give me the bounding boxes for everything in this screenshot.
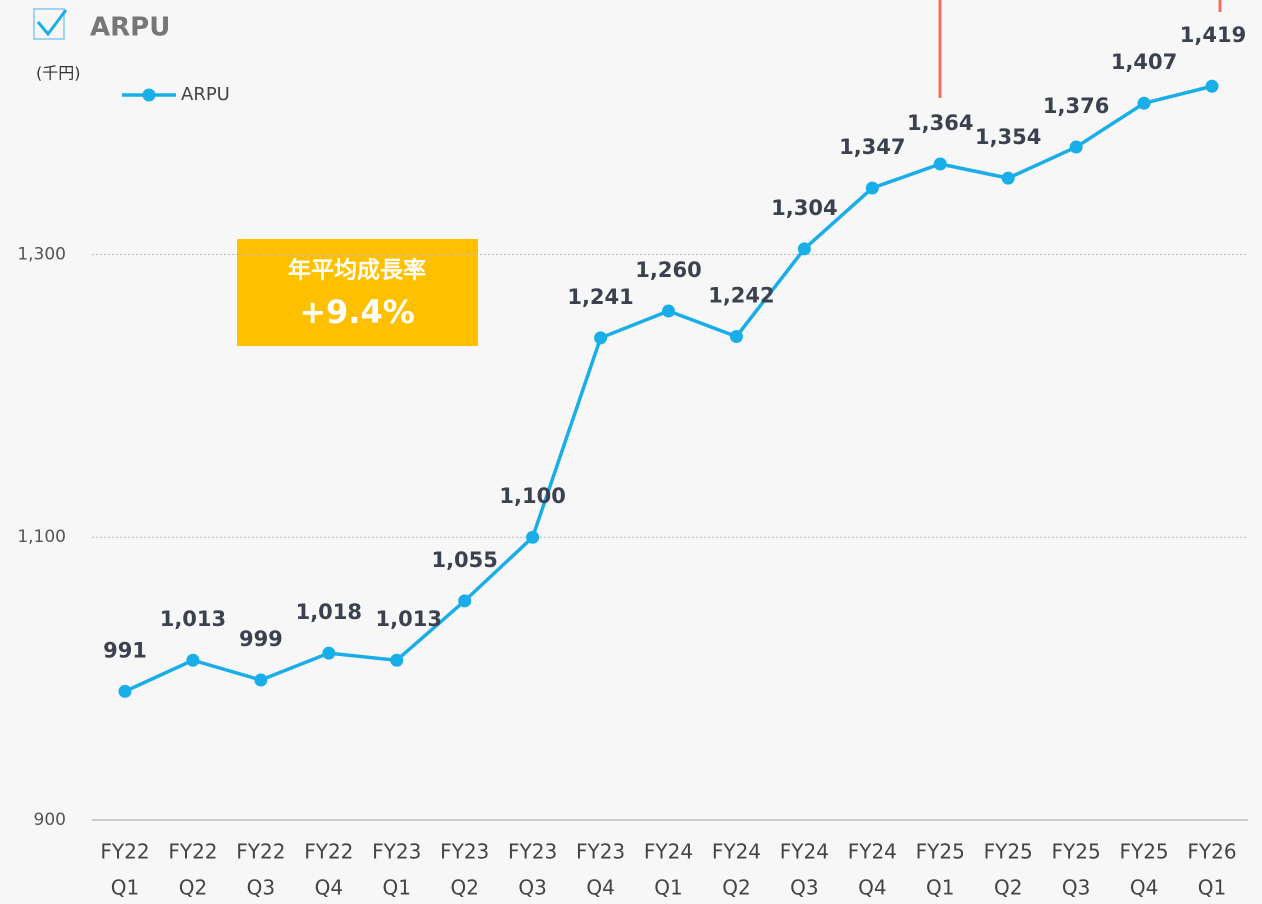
line xyxy=(124,84,1213,693)
x-tick-label: FY23 xyxy=(576,840,625,864)
value-label: 991 xyxy=(103,638,147,662)
x-tick-label: FY22 xyxy=(168,840,217,864)
x-tick-label: Q1 xyxy=(1198,876,1226,900)
y-tick-label: 1,300 xyxy=(17,244,66,264)
value-label: 1,241 xyxy=(567,285,633,309)
value-label: 1,055 xyxy=(431,548,497,572)
point xyxy=(118,684,132,698)
value-label: 1,018 xyxy=(296,600,362,624)
y-axis-label: (千円) xyxy=(36,64,81,83)
value-label: 1,260 xyxy=(635,258,701,282)
x-tick-label: FY24 xyxy=(848,840,897,864)
value-label: 999 xyxy=(239,627,283,651)
x-tick-label: Q4 xyxy=(315,876,343,900)
point xyxy=(458,594,472,608)
value-label: 1,376 xyxy=(1043,94,1109,118)
x-tick-label: Q4 xyxy=(586,876,614,900)
point xyxy=(729,329,743,343)
point xyxy=(254,673,268,687)
x-tick-label: Q1 xyxy=(383,876,411,900)
point xyxy=(1205,79,1219,93)
x-tick-label: FY24 xyxy=(712,840,761,864)
value-label: 1,100 xyxy=(499,484,565,508)
x-tick-label: Q1 xyxy=(654,876,682,900)
x-tick-label: FY22 xyxy=(100,840,149,864)
value-label: 1,347 xyxy=(839,135,905,159)
point xyxy=(933,157,947,171)
x-tick-label: FY25 xyxy=(984,840,1033,864)
x-tick-label: Q4 xyxy=(1130,876,1158,900)
value-label: 1,242 xyxy=(708,283,774,307)
x-tick-label: FY25 xyxy=(1119,840,1168,864)
legend-marker xyxy=(142,88,156,102)
value-label: 1,419 xyxy=(1180,23,1246,47)
x-tick-label: Q1 xyxy=(926,876,954,900)
checkbox-icon xyxy=(33,8,65,40)
point xyxy=(1069,140,1083,154)
x-tick-label: FY22 xyxy=(236,840,285,864)
x-tick-label: FY25 xyxy=(1052,840,1101,864)
x-tick-label: Q4 xyxy=(858,876,886,900)
point xyxy=(797,242,811,256)
check-icon xyxy=(36,9,68,37)
x-tick-label: FY24 xyxy=(644,840,693,864)
value-label: 1,407 xyxy=(1111,50,1177,74)
legend-label: ARPU xyxy=(181,84,230,105)
x-tick-label: FY23 xyxy=(372,840,421,864)
point xyxy=(390,653,404,667)
value-label: 1,013 xyxy=(160,607,226,631)
annotation-title: 年平均成長率 xyxy=(288,257,426,284)
x-tick-label: Q2 xyxy=(179,876,207,900)
annotation-box xyxy=(237,239,478,346)
point xyxy=(594,331,608,345)
x-tick-label: Q3 xyxy=(1062,876,1090,900)
point xyxy=(662,304,675,318)
annotation-value: +9.4% xyxy=(299,293,415,331)
y-tick-label: 1,100 xyxy=(17,527,66,547)
x-tick-label: Q3 xyxy=(518,876,546,900)
value-label: 1,013 xyxy=(376,607,442,631)
x-tick-label: FY25 xyxy=(916,840,965,864)
x-tick-label: FY23 xyxy=(508,840,557,864)
value-label: 1,304 xyxy=(771,196,837,220)
value-label: 1,364 xyxy=(907,111,973,135)
x-tick-label: FY23 xyxy=(440,840,489,864)
point xyxy=(526,530,540,544)
x-tick-label: FY24 xyxy=(780,840,829,864)
value-label: 1,354 xyxy=(975,125,1041,149)
point xyxy=(1137,96,1151,110)
x-tick-label: FY26 xyxy=(1187,840,1236,864)
x-tick-label: Q3 xyxy=(790,876,818,900)
y-tick-label: 900 xyxy=(34,810,66,830)
x-tick-label: Q2 xyxy=(450,876,478,900)
x-tick-label: Q1 xyxy=(111,876,139,900)
point xyxy=(322,646,336,660)
x-tick-label: Q2 xyxy=(994,876,1022,900)
point xyxy=(186,653,200,667)
point xyxy=(865,181,879,195)
point xyxy=(1001,171,1015,185)
x-tick-label: Q3 xyxy=(247,876,275,900)
chart-title: ARPU xyxy=(90,13,170,43)
x-tick-label: FY22 xyxy=(304,840,353,864)
x-tick-label: Q2 xyxy=(722,876,750,900)
